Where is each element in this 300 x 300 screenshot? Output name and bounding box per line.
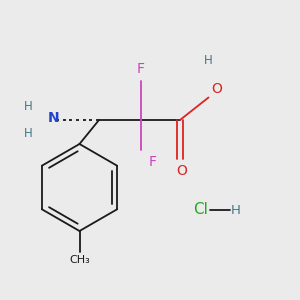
Text: F: F <box>137 62 145 76</box>
Text: H: H <box>24 127 33 140</box>
Text: O: O <box>176 164 187 178</box>
Text: Cl: Cl <box>194 202 208 217</box>
Text: H: H <box>24 100 33 113</box>
Text: CH₃: CH₃ <box>69 255 90 265</box>
Text: O: O <box>212 82 222 96</box>
Text: H: H <box>231 203 240 217</box>
Text: N: N <box>48 112 60 125</box>
Text: H: H <box>204 55 213 68</box>
Text: F: F <box>148 155 157 170</box>
